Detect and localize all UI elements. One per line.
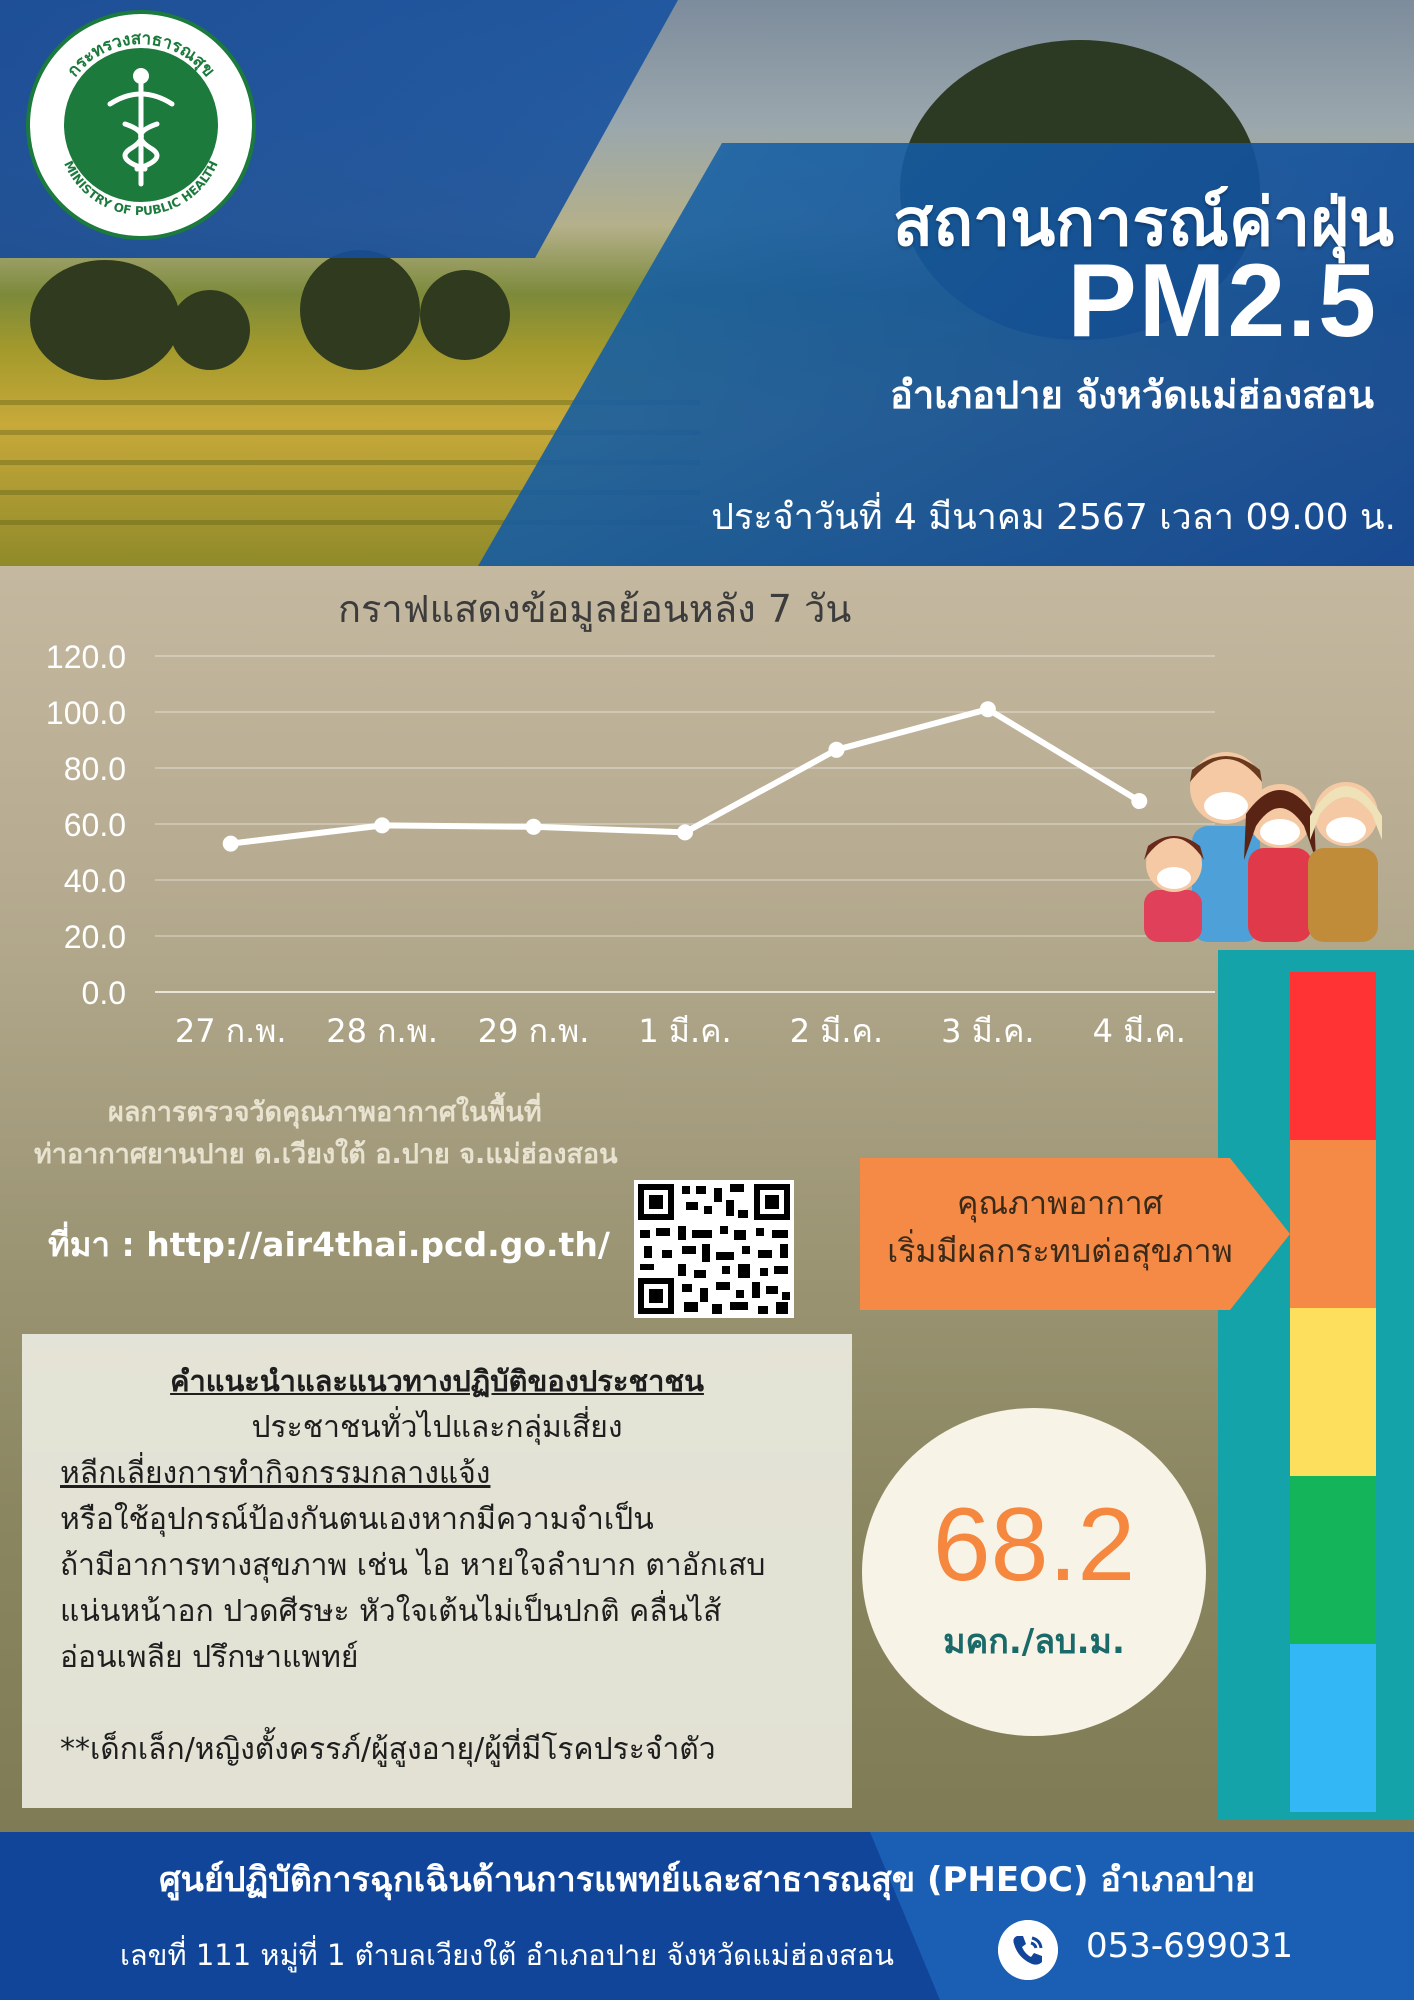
- source-link[interactable]: ที่มา : http://air4thai.pcd.go.th/: [48, 1225, 610, 1264]
- x-tick-label: 2 มี.ค.: [790, 1012, 883, 1050]
- y-tick-label: 20.0: [64, 919, 126, 955]
- x-tick-label: 1 มี.ค.: [638, 1012, 731, 1050]
- advice-line-5: อ่อนเพลีย ปรึกษาแพทย์: [60, 1640, 359, 1675]
- pm25-title: PM2.5: [1067, 243, 1378, 359]
- x-tick-label: 3 มี.ค.: [941, 1012, 1034, 1050]
- measurement-caption-line1: ผลการตรวจวัดคุณภาพอากาศในพื้นที่: [108, 1097, 542, 1128]
- advice-line-1: หลีกเลี่ยงการทำกิจกรรมกลางแจ้ง: [60, 1456, 491, 1491]
- advice-line-2: หรือใช้อุปกรณ์ป้องกันตนเองหากมีความจำเป็…: [60, 1502, 654, 1537]
- y-tick-label: 120.0: [46, 639, 126, 675]
- page-title: สถานการณ์ค่าฝุ่น: [892, 184, 1394, 261]
- x-tick-label: 27 ก.พ.: [175, 1012, 287, 1050]
- current-pm25-value: 68.2: [932, 1487, 1136, 1603]
- advice-panel: คำแนะนำและแนวทางปฏิบัติของประชาชน ประชาช…: [22, 1334, 852, 1808]
- report-date: ประจำวันที่ 4 มีนาคม 2567 เวลา 09.00 น.: [711, 497, 1396, 538]
- pm25-line-chart: 0.0 20.0 40.0 60.0 80.0 100.0 120.0 27 ก.พ. 28 ก…: [46, 639, 1215, 1050]
- x-tick-label: 29 ก.พ.: [478, 1012, 590, 1050]
- chart-title: กราฟแสดงข้อมูลย้อนหลัง 7 วัน: [338, 587, 852, 631]
- ministry-logo: กระทรวงสาธารณสุข MINISTRY OF PUBLIC HEAL…: [26, 10, 256, 240]
- advice-subtitle: ประชาชนทั่วไปและกลุ่มเสี่ยง: [251, 1410, 623, 1445]
- current-value-badge: 68.2 มคก./ลบ.ม.: [862, 1408, 1206, 1736]
- data-point: [525, 818, 542, 835]
- footer-address: เลขที่ 111 หมู่ที่ 1 ตำบลเวียงใต้ อำเภอป…: [120, 1938, 894, 1972]
- data-point: [828, 741, 845, 758]
- data-point: [1131, 793, 1148, 810]
- phone-icon: [998, 1920, 1058, 1980]
- current-pm25-unit: มคก./ลบ.ม.: [943, 1622, 1125, 1662]
- advice-title: คำแนะนำและแนวทางปฏิบัติของประชาชน: [170, 1364, 704, 1398]
- air-quality-label: คุณภาพอากาศ: [956, 1184, 1164, 1222]
- aqi-scale-segment: [1290, 972, 1376, 1140]
- y-tick-label: 100.0: [46, 695, 126, 731]
- y-tick-label: 80.0: [64, 751, 126, 787]
- x-tick-label: 4 มี.ค.: [1093, 1012, 1186, 1050]
- measurement-caption-line2: ท่าอากาศยานปาย ต.เวียงใต้ อ.ปาย จ.แม่ฮ่อ…: [34, 1139, 618, 1170]
- y-tick-label: 0.0: [82, 975, 126, 1011]
- advice-line-4: แน่นหน้าอก ปวดศีรษะ หัวใจเต้นไม่เป็นปกติ…: [60, 1594, 722, 1629]
- advice-line-3: ถ้ามีอาการทางสุขภาพ เช่น ไอ หายใจลำบาก ต…: [60, 1548, 766, 1583]
- footer-title: ศูนย์ปฏิบัติการฉุกเฉินด้านการแพทย์และสาธ…: [159, 1860, 1255, 1900]
- qr-code[interactable]: [634, 1180, 794, 1318]
- data-point: [222, 835, 239, 852]
- aqi-scale-segment: [1290, 1140, 1376, 1308]
- aqi-scale-segment: [1290, 1644, 1376, 1812]
- footer-phone[interactable]: 053-699031: [1086, 1926, 1293, 1966]
- location-label: อำเภอปาย จังหวัดแม่ฮ่องสอน: [890, 373, 1374, 417]
- advice-note: **เด็กเล็ก/หญิงตั้งครรภ์/ผู้สูงอายุ/ผู้ท…: [60, 1732, 716, 1767]
- data-point: [374, 817, 391, 834]
- x-tick-label: 28 ก.พ.: [326, 1012, 438, 1050]
- aqi-scale-segment: [1290, 1308, 1376, 1476]
- data-point: [677, 824, 693, 841]
- footer: ศูนย์ปฏิบัติการฉุกเฉินด้านการแพทย์และสาธ…: [0, 1832, 1414, 2000]
- air-quality-callout: คุณภาพอากาศ เริ่มมีผลกระทบต่อสุขภาพ: [860, 1158, 1290, 1310]
- y-tick-label: 60.0: [64, 807, 126, 843]
- air-quality-level: เริ่มมีผลกระทบต่อสุขภาพ: [887, 1232, 1233, 1270]
- aqi-scale-segment: [1290, 1476, 1376, 1644]
- data-point: [979, 701, 996, 718]
- family-masks-illustration: [1144, 752, 1382, 942]
- y-tick-label: 40.0: [64, 863, 126, 899]
